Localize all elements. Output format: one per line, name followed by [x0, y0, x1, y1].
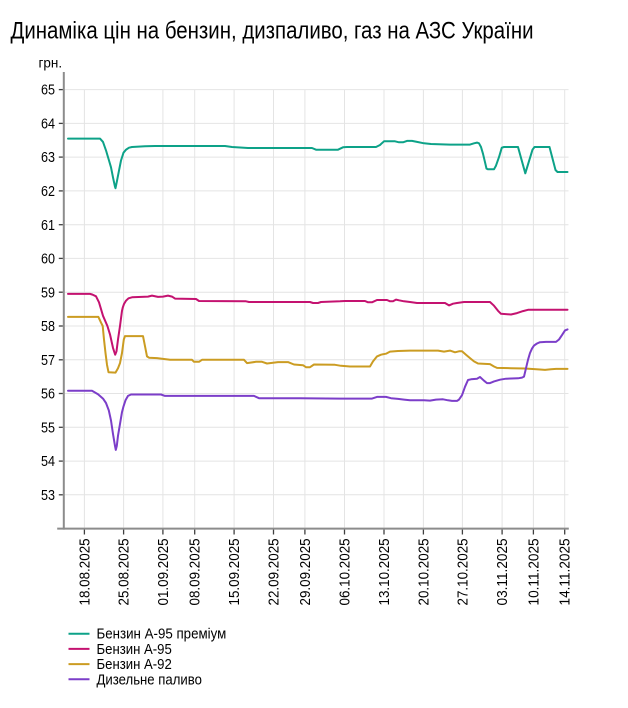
svg-text:61: 61 [41, 218, 55, 234]
svg-text:25.08.2025: 25.08.2025 [117, 538, 133, 605]
svg-text:Бензин А-95 преміум: Бензин А-95 преміум [97, 627, 227, 643]
svg-text:Дизельне паливо: Дизельне паливо [97, 672, 202, 688]
svg-text:54: 54 [41, 454, 55, 470]
svg-text:Бензин А-92: Бензин А-92 [97, 657, 172, 673]
svg-text:10.11.2025: 10.11.2025 [526, 538, 542, 605]
svg-text:06.10.2025: 06.10.2025 [338, 538, 354, 605]
svg-text:Динаміка цін на бензин, дизпал: Динаміка цін на бензин, дизпаливо, газ н… [11, 18, 534, 45]
svg-text:14.11.2025: 14.11.2025 [558, 538, 574, 605]
svg-text:64: 64 [41, 117, 55, 133]
svg-text:27.10.2025: 27.10.2025 [455, 538, 471, 605]
svg-text:20.10.2025: 20.10.2025 [416, 538, 432, 605]
svg-text:56: 56 [41, 387, 55, 403]
svg-text:18.08.2025: 18.08.2025 [77, 538, 93, 605]
svg-text:13.10.2025: 13.10.2025 [377, 538, 393, 605]
svg-text:59: 59 [41, 285, 55, 301]
svg-text:58: 58 [41, 319, 55, 335]
svg-text:22.09.2025: 22.09.2025 [267, 538, 283, 605]
svg-text:Бензин А-95: Бензин А-95 [97, 642, 172, 658]
svg-text:15.09.2025: 15.09.2025 [227, 538, 243, 605]
svg-text:01.09.2025: 01.09.2025 [156, 538, 172, 605]
svg-text:62: 62 [41, 184, 55, 200]
svg-text:55: 55 [41, 420, 55, 436]
svg-text:57: 57 [41, 353, 55, 369]
svg-text:29.09.2025: 29.09.2025 [298, 538, 314, 605]
svg-text:грн.: грн. [39, 56, 63, 71]
svg-text:53: 53 [41, 488, 55, 504]
svg-text:60: 60 [41, 252, 55, 268]
svg-text:65: 65 [41, 83, 55, 99]
svg-text:03.11.2025: 03.11.2025 [495, 538, 511, 605]
svg-text:08.09.2025: 08.09.2025 [188, 538, 204, 605]
svg-text:63: 63 [41, 150, 55, 166]
